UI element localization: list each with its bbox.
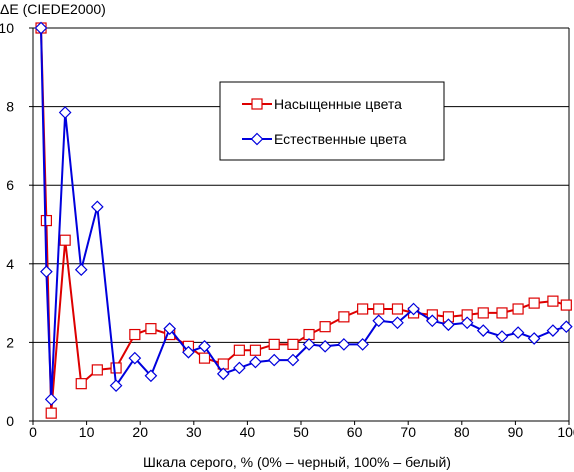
data-point bbox=[74, 263, 88, 277]
data-point bbox=[372, 314, 386, 328]
data-point bbox=[528, 297, 540, 309]
data-point bbox=[198, 339, 211, 353]
x-axis-title: Шкала серого, % (0% – черный, 100% – бел… bbox=[143, 454, 451, 470]
x-tick-label: 0 bbox=[29, 424, 37, 440]
data-point bbox=[425, 314, 439, 328]
data-point bbox=[286, 353, 300, 367]
data-point bbox=[559, 320, 573, 334]
data-point bbox=[391, 303, 404, 315]
data-point bbox=[90, 200, 104, 214]
data-point bbox=[109, 379, 123, 392]
y-tick-label: 2 bbox=[6, 334, 14, 350]
x-tick-label: 80 bbox=[454, 424, 470, 440]
tick-labels: 02468100102030405060708090100 bbox=[0, 20, 574, 440]
data-point bbox=[233, 344, 245, 356]
data-point bbox=[249, 344, 262, 356]
x-tick-label: 70 bbox=[400, 424, 416, 440]
legend-marker bbox=[250, 132, 264, 146]
data-point bbox=[496, 307, 508, 319]
legend-label: Насыщенные цвета bbox=[274, 96, 402, 112]
data-point bbox=[233, 361, 246, 375]
y-tick-label: 8 bbox=[6, 99, 14, 115]
data-point bbox=[249, 355, 262, 369]
legend: Насыщенные цвета Естественные цвета bbox=[219, 81, 445, 161]
data-point bbox=[476, 324, 490, 337]
data-point bbox=[495, 330, 509, 343]
data-point bbox=[110, 362, 122, 374]
y-tick-label: 6 bbox=[6, 177, 14, 193]
data-point bbox=[91, 364, 103, 376]
data-point bbox=[216, 367, 230, 381]
data-point bbox=[144, 369, 158, 383]
data-point bbox=[145, 323, 157, 335]
data-point bbox=[338, 311, 350, 323]
x-tick-label: 50 bbox=[293, 424, 309, 440]
x-tick-label: 40 bbox=[240, 424, 256, 440]
data-point bbox=[546, 324, 560, 337]
grid bbox=[33, 27, 569, 343]
legend-box bbox=[219, 81, 445, 161]
series-layer bbox=[34, 21, 573, 419]
data-point bbox=[337, 338, 351, 351]
x-tick-label: 90 bbox=[508, 424, 524, 440]
x-tick-label: 10 bbox=[79, 424, 95, 440]
data-point bbox=[163, 322, 177, 335]
data-point bbox=[319, 321, 331, 333]
data-point bbox=[287, 338, 299, 350]
data-point bbox=[128, 351, 142, 365]
legend-item-1: Насыщенные цвета bbox=[242, 96, 402, 112]
data-point bbox=[44, 393, 58, 406]
data-point bbox=[34, 21, 48, 35]
data-point bbox=[75, 378, 87, 390]
data-point bbox=[511, 326, 525, 339]
data-point bbox=[357, 303, 369, 315]
legend-label: Естественные цвета bbox=[274, 131, 407, 147]
series-2 bbox=[34, 21, 573, 406]
data-point bbox=[40, 265, 53, 279]
data-point bbox=[477, 307, 489, 319]
y-axis-title: ΔE (CIEDE2000) bbox=[0, 1, 106, 17]
data-point bbox=[267, 353, 281, 367]
data-point bbox=[547, 295, 559, 307]
data-point bbox=[356, 338, 369, 351]
x-tick-label: 100 bbox=[557, 424, 574, 440]
data-point bbox=[302, 338, 316, 351]
data-point bbox=[58, 106, 72, 119]
data-point bbox=[198, 352, 211, 364]
data-point bbox=[460, 316, 474, 330]
data-point bbox=[59, 234, 71, 246]
data-point bbox=[512, 303, 524, 315]
x-tick-label: 30 bbox=[186, 424, 202, 440]
axes bbox=[29, 27, 570, 425]
y-tick-label: 0 bbox=[6, 413, 14, 429]
y-tick-label: 10 bbox=[0, 20, 14, 36]
data-point bbox=[391, 316, 404, 330]
legend-item-2: Естественные цвета bbox=[242, 131, 407, 147]
data-point bbox=[129, 328, 141, 341]
data-point bbox=[442, 318, 455, 332]
data-point bbox=[373, 303, 385, 315]
data-point bbox=[560, 299, 572, 311]
data-point bbox=[527, 332, 541, 345]
y-tick-label: 4 bbox=[6, 256, 14, 272]
data-point bbox=[45, 407, 57, 419]
data-point bbox=[40, 214, 53, 227]
data-point bbox=[182, 345, 195, 359]
x-tick-label: 20 bbox=[132, 424, 148, 440]
series-1 bbox=[35, 22, 572, 419]
legend-marker bbox=[251, 98, 263, 110]
data-point bbox=[268, 338, 280, 350]
x-tick-label: 60 bbox=[347, 424, 363, 440]
data-point bbox=[318, 339, 332, 353]
data-point bbox=[407, 302, 420, 316]
